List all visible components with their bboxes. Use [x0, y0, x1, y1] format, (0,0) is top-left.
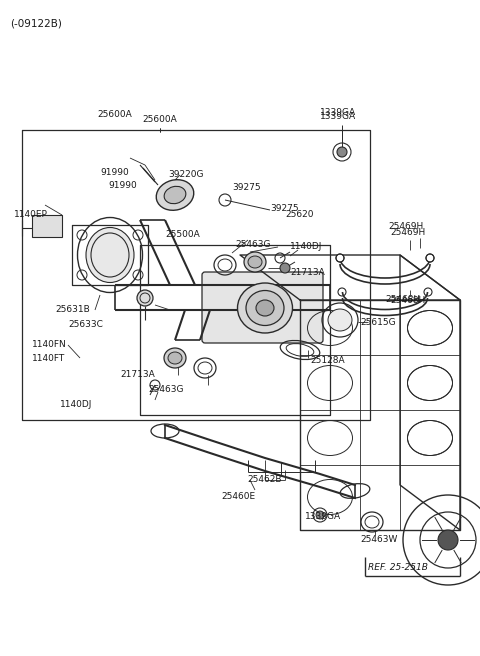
Circle shape [316, 511, 324, 519]
Text: 39220G: 39220G [168, 170, 204, 179]
Ellipse shape [328, 309, 352, 331]
Text: 1339GA: 1339GA [320, 112, 356, 121]
FancyBboxPatch shape [32, 215, 62, 237]
Circle shape [280, 263, 290, 273]
Text: 1140DJ: 1140DJ [290, 242, 323, 251]
Text: 25500A: 25500A [165, 230, 200, 239]
Text: 25460E: 25460E [221, 492, 255, 501]
Text: 25462B: 25462B [248, 475, 282, 484]
Ellipse shape [256, 300, 274, 316]
Ellipse shape [156, 180, 194, 211]
Circle shape [337, 147, 347, 157]
Text: 91990: 91990 [100, 168, 129, 177]
Text: 25600A: 25600A [143, 115, 178, 124]
Text: 1140FT: 1140FT [32, 354, 65, 363]
Text: 25128A: 25128A [310, 356, 345, 365]
Text: 25469H: 25469H [388, 222, 423, 231]
Text: 21713A: 21713A [290, 268, 325, 277]
Text: 39275: 39275 [270, 204, 299, 213]
Circle shape [137, 290, 153, 306]
Ellipse shape [164, 348, 186, 368]
Text: 1339GA: 1339GA [305, 512, 341, 521]
Text: 25468H: 25468H [385, 295, 420, 304]
Text: 39275: 39275 [232, 183, 261, 192]
Circle shape [426, 254, 434, 262]
Text: REF. 25-251B: REF. 25-251B [368, 563, 428, 572]
Text: 25631B: 25631B [55, 305, 90, 314]
FancyBboxPatch shape [202, 272, 323, 343]
Text: 25463G: 25463G [148, 385, 183, 394]
Text: 1140FN: 1140FN [32, 340, 67, 349]
Ellipse shape [238, 283, 292, 333]
Ellipse shape [164, 186, 186, 204]
Text: 25468H: 25468H [390, 296, 425, 305]
Text: 25620: 25620 [285, 210, 313, 219]
Ellipse shape [248, 256, 262, 268]
Text: 25600A: 25600A [97, 110, 132, 119]
Ellipse shape [244, 252, 266, 272]
Text: 25463W: 25463W [360, 535, 397, 544]
Text: (-09122B): (-09122B) [10, 18, 62, 28]
Text: 25633C: 25633C [68, 320, 103, 329]
Text: 1339GA: 1339GA [320, 108, 356, 117]
Circle shape [438, 530, 458, 550]
Text: 25463G: 25463G [235, 240, 271, 249]
Ellipse shape [86, 228, 134, 283]
Text: 1140EP: 1140EP [14, 210, 48, 219]
Text: 1140DJ: 1140DJ [60, 400, 92, 409]
Circle shape [336, 254, 344, 262]
Text: 25615G: 25615G [360, 318, 396, 327]
Text: 21713A: 21713A [120, 370, 155, 379]
Text: 91990: 91990 [108, 181, 137, 190]
Ellipse shape [168, 352, 182, 364]
Text: 25469H: 25469H [390, 228, 425, 237]
Ellipse shape [246, 291, 284, 325]
